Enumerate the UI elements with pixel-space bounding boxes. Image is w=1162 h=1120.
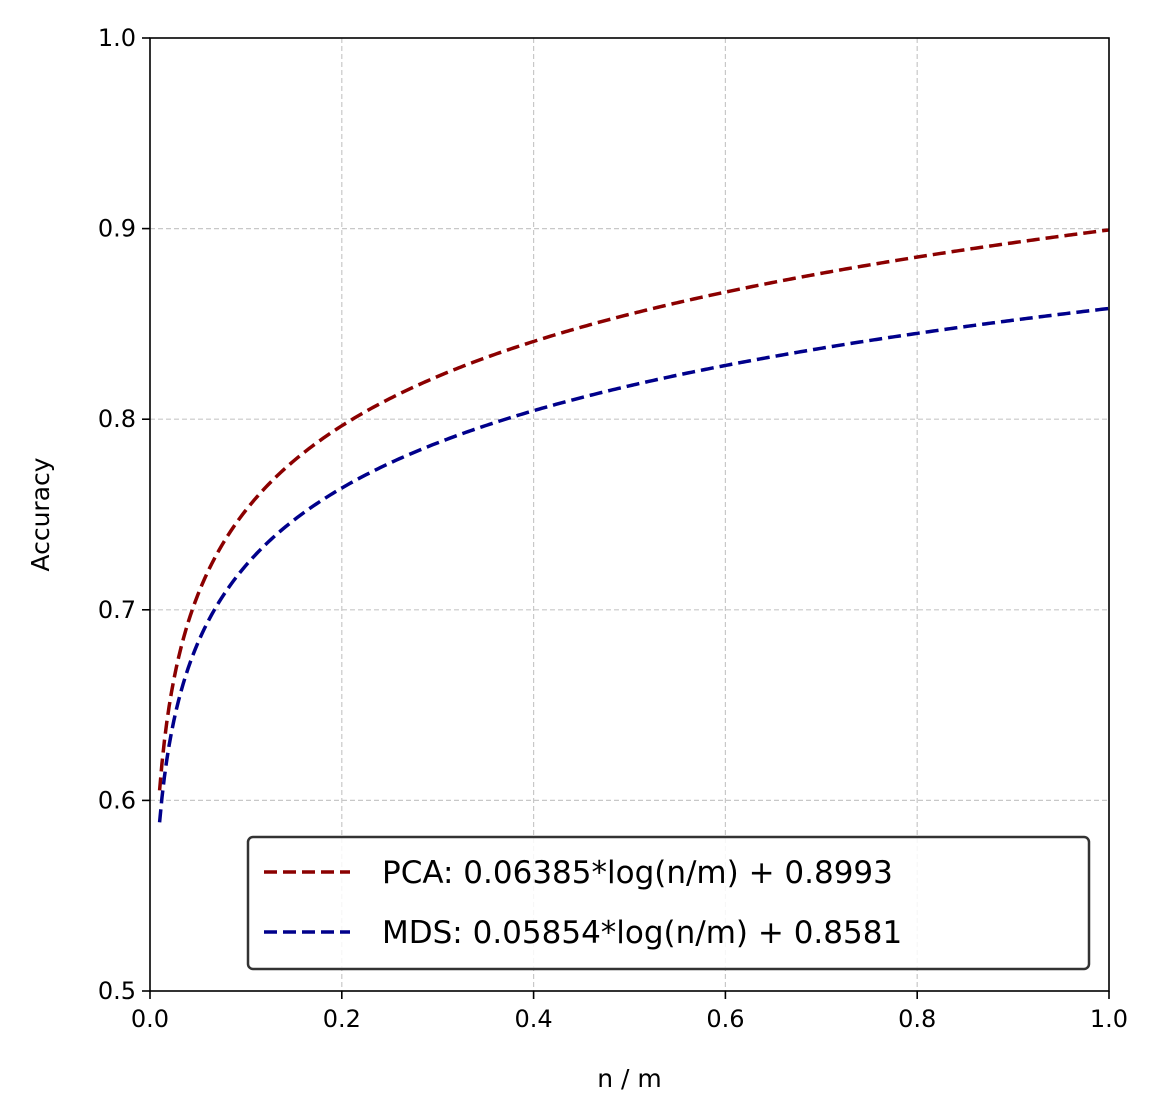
x-tick-label: 0.6 bbox=[706, 1005, 744, 1033]
y-tick-label: 0.7 bbox=[98, 596, 136, 624]
plot-frame bbox=[149, 37, 1110, 992]
x-tick-label: 1.0 bbox=[1090, 1005, 1128, 1033]
x-tick-label: 0.0 bbox=[131, 1005, 169, 1033]
x-tick-label: 0.2 bbox=[323, 1005, 361, 1033]
x-tick-label: 0.4 bbox=[515, 1005, 553, 1033]
y-axis-label: Accuracy bbox=[26, 457, 55, 571]
y-tick-label: 1.0 bbox=[98, 24, 136, 52]
legend-label-pca: PCA: 0.06385*log(n/m) + 0.8993 bbox=[382, 855, 893, 891]
y-tick-label: 0.8 bbox=[98, 405, 136, 433]
series-group bbox=[157, 228, 1110, 823]
ticks: 0.0 0.2 0.4 0.6 0.8 1.0 0.5 0.6 0.7 0.8 0.9 1.0 bbox=[98, 24, 1128, 1033]
grid bbox=[150, 38, 1109, 991]
x-axis-label: n / m bbox=[597, 1064, 662, 1093]
y-tick-label: 0.9 bbox=[98, 215, 136, 243]
legend-box bbox=[246, 835, 1091, 971]
legend-label-mds: MDS: 0.05854*log(n/m) + 0.8581 bbox=[382, 915, 902, 951]
y-tick-label: 0.6 bbox=[98, 786, 136, 814]
legend: PCA: 0.06385*log(n/m) + 0.8993 MDS: 0.05… bbox=[246, 835, 1091, 971]
x-tick-label: 0.8 bbox=[898, 1005, 936, 1033]
series-line-mds bbox=[157, 306, 1110, 823]
y-tick-label: 0.5 bbox=[98, 977, 136, 1005]
